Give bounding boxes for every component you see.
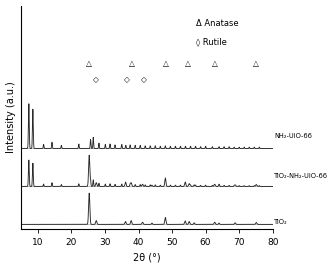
Y-axis label: Intensity (a.u.): Intensity (a.u.) xyxy=(6,81,16,153)
Text: △: △ xyxy=(163,59,169,68)
Text: △: △ xyxy=(185,59,191,68)
X-axis label: 2θ (°): 2θ (°) xyxy=(133,252,161,262)
Text: ◇: ◇ xyxy=(141,75,147,84)
Text: △: △ xyxy=(86,59,92,68)
Text: Δ Anatase: Δ Anatase xyxy=(196,19,238,28)
Text: NH₂-UiO-66: NH₂-UiO-66 xyxy=(275,133,312,139)
Text: △: △ xyxy=(212,59,218,68)
Text: ◇: ◇ xyxy=(93,75,99,84)
Text: ◇: ◇ xyxy=(124,75,130,84)
Text: ◊ Rutile: ◊ Rutile xyxy=(196,37,226,46)
Text: TiO₂-NH₂-UiO-66: TiO₂-NH₂-UiO-66 xyxy=(275,173,328,179)
Text: TiO₂: TiO₂ xyxy=(275,219,288,225)
Text: △: △ xyxy=(129,59,135,68)
Text: △: △ xyxy=(254,59,259,68)
